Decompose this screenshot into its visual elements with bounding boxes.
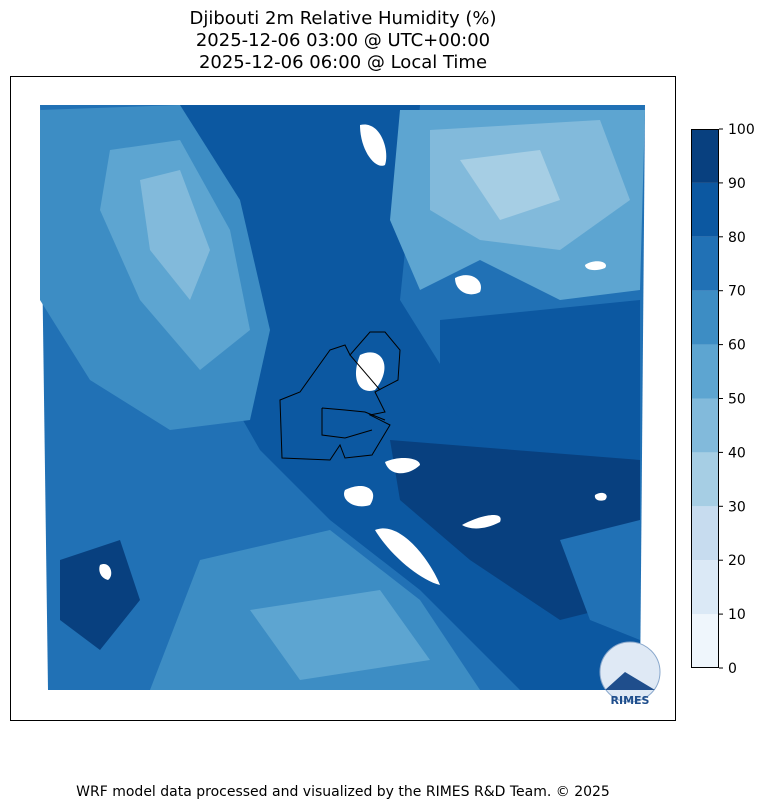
colorbar-tick-label: 100 — [728, 122, 755, 138]
colorbar-segment — [691, 398, 719, 453]
colorbar-segment — [691, 506, 719, 561]
colorbar-outline — [691, 129, 719, 668]
colorbar-tick-label: 0 — [728, 661, 737, 677]
colorbar-segment — [691, 344, 719, 399]
colorbar-tick-label: 60 — [728, 338, 746, 354]
colorbar-tick-label: 20 — [728, 553, 746, 569]
colorbar-segment — [691, 182, 719, 237]
colorbar-segment — [691, 129, 719, 183]
colorbar-segment — [691, 290, 719, 345]
title-line: 2025-12-06 06:00 @ Local Time — [199, 52, 487, 73]
humidity-field — [40, 105, 645, 690]
colorbar-segment — [691, 560, 719, 615]
colorbar-tick-label: 30 — [728, 499, 746, 515]
colorbar-tick-label: 40 — [728, 445, 746, 461]
region-border — [321, 354, 386, 439]
colorbar-tick-label: 50 — [728, 392, 746, 408]
country-border — [279, 331, 401, 461]
colorbar-segment — [691, 452, 719, 507]
footer: WRF model data processed and visualized … — [76, 784, 610, 800]
colorbar: 0 10 20 30 40 50 60 70 80 90 100 — [691, 122, 755, 677]
colorbar-tick-label: 70 — [728, 284, 746, 300]
colorbar-tick-label: 10 — [728, 607, 746, 623]
colorbar-segment — [691, 236, 719, 291]
title-line: Djibouti 2m Relative Humidity (%) — [190, 8, 497, 29]
colorbar-tick-label: 80 — [728, 230, 746, 246]
colorbar-segment — [691, 614, 719, 668]
title-line: 2025-12-06 03:00 @ UTC+00:00 — [196, 30, 490, 51]
logo: RIMES — [599, 641, 661, 707]
logo-text: RIMES — [611, 694, 650, 707]
colorbar-tick-label: 90 — [728, 176, 746, 192]
